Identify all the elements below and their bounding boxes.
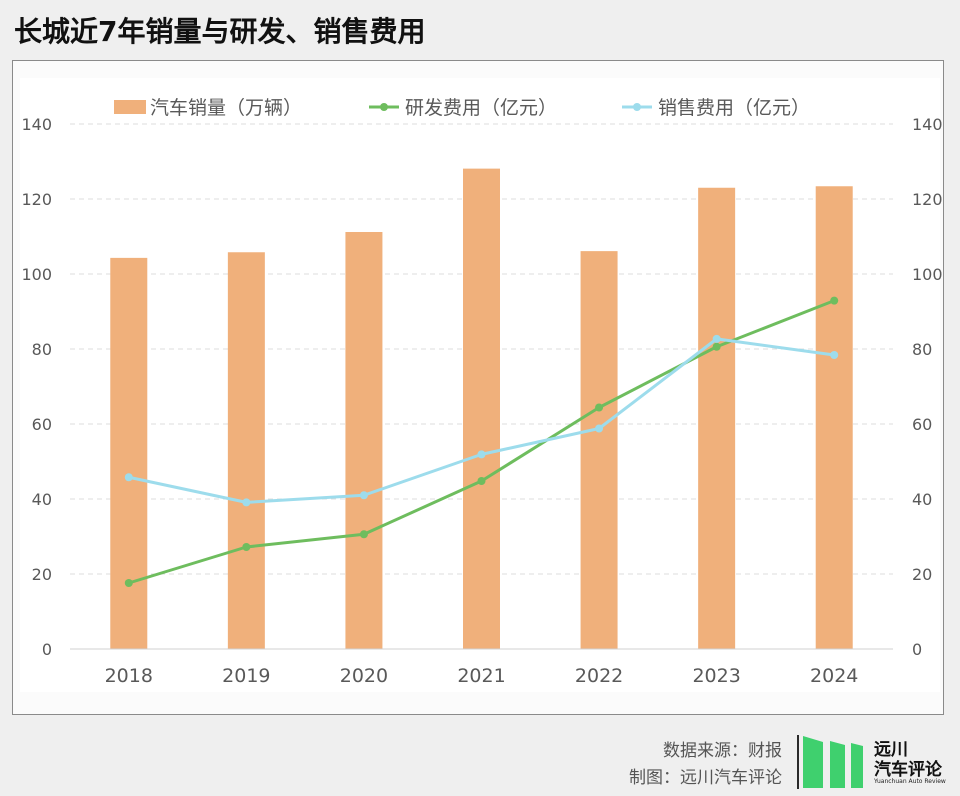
- line-series: [124, 296, 839, 587]
- line-point: [124, 579, 133, 587]
- y-tick-label-right: 20: [912, 565, 932, 584]
- gridlines: [70, 123, 893, 575]
- y-tick-label-left: 60: [32, 415, 52, 434]
- y-tick-label-left: 0: [42, 640, 52, 659]
- bar: [227, 252, 265, 649]
- logo-line-2: 汽车评论: [874, 760, 942, 780]
- line-point: [712, 334, 721, 343]
- footer-source: 数据来源：财报 制图：远川汽车评论: [629, 738, 782, 792]
- x-tick-label: 2018: [105, 665, 153, 687]
- y-tick-label-right: 0: [912, 640, 922, 659]
- y-tick-label-right: 120: [912, 190, 943, 209]
- y-tick-label-right: 100: [912, 265, 943, 284]
- y-tick-label-left: 100: [21, 265, 52, 284]
- logo-line-3: Yuanchuan Auto Review: [874, 778, 946, 785]
- line-point: [124, 473, 133, 482]
- bar: [110, 257, 148, 649]
- line-point: [477, 477, 486, 485]
- logo-line-1: 远川: [874, 740, 908, 760]
- chart-maker-text: 制图：远川汽车评论: [629, 768, 782, 788]
- bar: [698, 187, 736, 649]
- data-source-text: 数据来源：财报: [663, 741, 782, 761]
- line-point: [242, 498, 251, 507]
- brand-logo: 远川 汽车评论 Yuanchuan Auto Review: [797, 733, 957, 791]
- y-tick-label-right: 140: [912, 115, 943, 134]
- line-point: [477, 450, 486, 459]
- legend-swatch-bar: [114, 100, 146, 114]
- line-point: [712, 342, 721, 351]
- legend: 汽车销量（万辆） 研发费用（亿元） 销售费用（亿元）: [114, 97, 810, 119]
- line-point: [595, 403, 604, 412]
- legend-label: 汽车销量（万辆）: [150, 97, 302, 119]
- legend-swatch-marker: [633, 103, 641, 111]
- x-tick-label: 2019: [222, 665, 270, 687]
- y-tick-label-left: 120: [21, 190, 52, 209]
- bar-series: [110, 168, 853, 649]
- legend-label: 研发费用（亿元）: [405, 97, 557, 119]
- logo-mark-icon: [797, 735, 863, 789]
- bar: [345, 232, 383, 649]
- legend-label: 销售费用（亿元）: [658, 97, 810, 119]
- line-point: [830, 296, 839, 305]
- y-tick-label-left: 140: [21, 115, 52, 134]
- y-tick-label-left: 40: [32, 490, 52, 509]
- legend-swatch-marker: [380, 103, 388, 111]
- line-point: [595, 424, 604, 433]
- y-tick-label-right: 80: [912, 340, 932, 359]
- x-tick-label: 2022: [575, 665, 623, 687]
- x-tick-label: 2020: [340, 665, 388, 687]
- bar: [463, 168, 500, 649]
- x-tick-label: 2024: [810, 665, 858, 687]
- y-tick-label-left: 20: [32, 565, 52, 584]
- bar: [815, 186, 853, 649]
- line-point: [359, 491, 368, 500]
- y-tick-label-left: 80: [32, 340, 52, 359]
- x-tick-label: 2021: [457, 665, 505, 687]
- y-tick-label-right: 40: [912, 490, 932, 509]
- bar: [580, 251, 618, 649]
- line-point: [359, 530, 368, 539]
- chart-title: 长城近7年销量与研发、销售费用: [14, 15, 426, 48]
- x-tick-label: 2023: [692, 665, 740, 687]
- y-tick-label-right: 60: [912, 415, 932, 434]
- line-point: [242, 543, 251, 551]
- line-point: [830, 351, 839, 359]
